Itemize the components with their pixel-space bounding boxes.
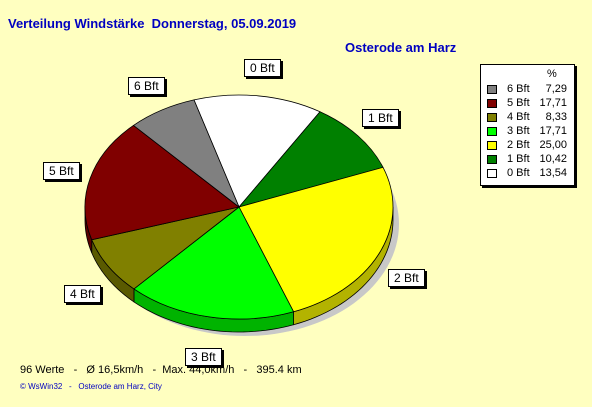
slice-3-bft	[133, 206, 295, 320]
legend-swatch	[487, 141, 497, 150]
legend-unit-header: %	[547, 68, 557, 80]
legend-label: 4 Bft	[507, 111, 530, 123]
legend-value: 8,33	[545, 111, 567, 123]
legend-swatch	[487, 85, 497, 94]
callout-5-bft: 5 Bft	[43, 162, 80, 180]
legend-item: 2 Bft 25,00	[487, 139, 571, 153]
stats-line: 96 Werte - Ø 16,5km/h - Max. 44,0km/h - …	[20, 364, 302, 376]
legend-value: 7,29	[545, 83, 567, 95]
legend-swatch	[487, 155, 497, 164]
legend-value: 17,71	[539, 97, 567, 109]
legend-value: 10,42	[539, 153, 567, 165]
callout-6-bft: 6 Bft	[128, 77, 165, 95]
slice-2-bft	[238, 166, 394, 313]
legend-label: 1 Bft	[507, 153, 530, 165]
legend-label: 3 Bft	[507, 125, 530, 137]
slice-0-bft	[193, 94, 321, 208]
legend-item: 4 Bft 8,33	[487, 111, 571, 125]
callout-3-bft: 3 Bft	[185, 348, 222, 366]
legend-item: 6 Bft 7,29	[487, 83, 571, 97]
callout-4-bft: 4 Bft	[64, 285, 101, 303]
legend-swatch	[487, 127, 497, 136]
chart-subtitle-location: Osterode am Harz	[345, 40, 457, 55]
footer-credit: © WsWin32 - Osterode am Harz, City	[20, 382, 162, 391]
legend-item: 5 Bft 17,71	[487, 97, 571, 111]
legend-label: 6 Bft	[507, 83, 530, 95]
legend-swatch	[487, 113, 497, 122]
legend-value: 17,71	[539, 125, 567, 137]
callout-1-bft: 1 Bft	[362, 109, 399, 127]
legend-label: 5 Bft	[507, 97, 530, 109]
slice-6-bft	[132, 99, 240, 209]
legend-value: 25,00	[539, 139, 567, 151]
legend-label: 0 Bft	[507, 167, 530, 179]
legend-swatch	[487, 169, 497, 178]
legend-item: 0 Bft 13,54	[487, 167, 571, 181]
slice-1-bft	[237, 111, 384, 208]
callout-0-bft: 0 Bft	[244, 59, 281, 77]
legend-item: 3 Bft 17,71	[487, 125, 571, 139]
callout-2-bft: 2 Bft	[388, 269, 425, 287]
legend-swatch	[487, 99, 497, 108]
legend-label: 2 Bft	[507, 139, 530, 151]
legend-item: 1 Bft 10,42	[487, 153, 571, 167]
chart-title: Verteilung Windstärke Donnerstag, 05.09.…	[8, 16, 297, 31]
slice-5-bft	[84, 124, 240, 241]
legend-value: 13,54	[539, 167, 567, 179]
legend: % 6 Bft 7,29 5 Bft 17,71 4 Bft 8,33 3 Bft 17,71…	[480, 64, 575, 186]
